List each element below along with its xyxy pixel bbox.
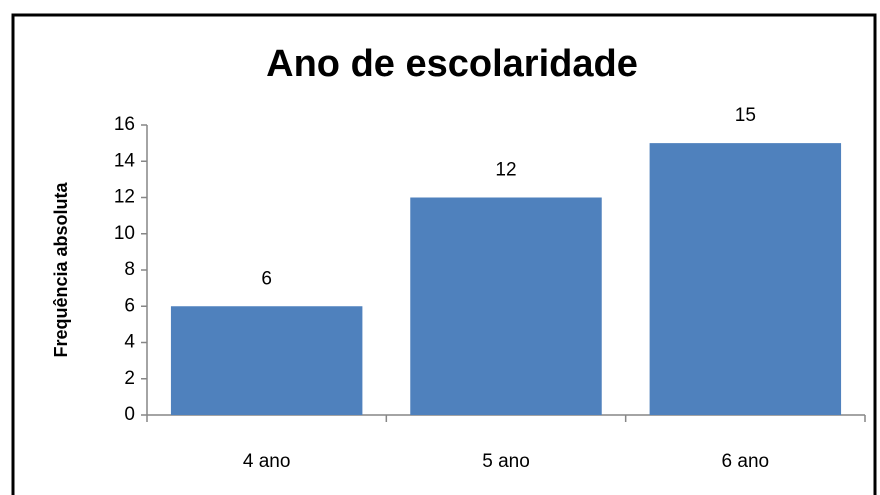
frame	[11, 13, 877, 495]
y-tick-label: 6	[124, 295, 135, 316]
y-tick-label: 12	[114, 187, 135, 208]
bar	[170, 306, 363, 415]
data-label: 15	[735, 105, 756, 126]
y-tick-label: 0	[124, 404, 135, 425]
data-label: 6	[261, 268, 272, 289]
y-tick-label: 4	[124, 332, 135, 353]
bar	[649, 143, 842, 415]
bar	[410, 197, 602, 415]
x-tick-label: 4 ano	[243, 451, 291, 472]
chart-title: Ano de escolaridade	[266, 43, 638, 85]
y-tick-label: 8	[124, 259, 135, 280]
y-tick-label: 2	[124, 368, 135, 389]
x-tick-label: 6 ano	[722, 451, 770, 472]
y-tick-label: 10	[114, 223, 135, 244]
y-tick-label: 14	[114, 150, 136, 171]
y-tick-label: 16	[114, 114, 135, 135]
y-axis-label: Frequência absoluta	[51, 181, 71, 357]
data-label: 12	[495, 160, 516, 181]
x-tick-label: 5 ano	[482, 451, 530, 472]
